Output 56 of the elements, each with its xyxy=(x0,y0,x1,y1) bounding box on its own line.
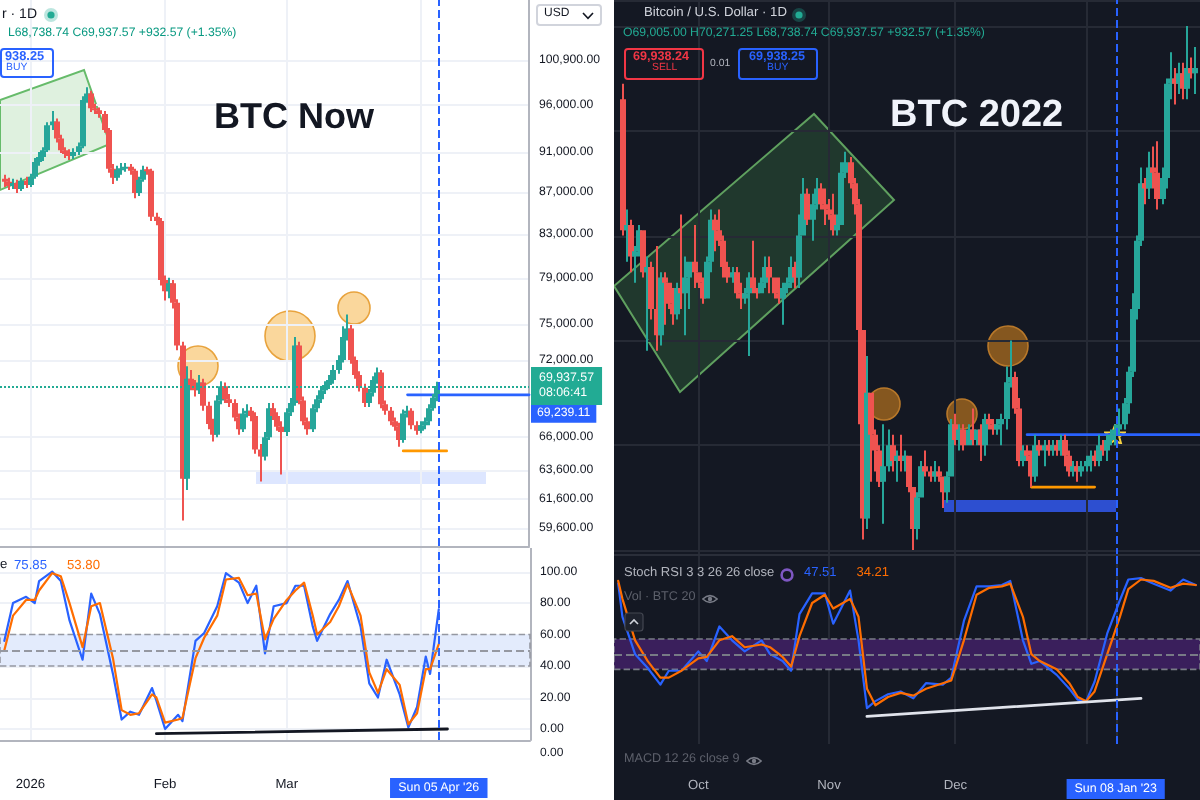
candlestick xyxy=(822,188,828,226)
candlestick xyxy=(18,177,24,191)
candlestick xyxy=(148,168,154,222)
candlestick xyxy=(678,214,684,309)
text: BTC 2022 xyxy=(890,94,1064,136)
candlestick xyxy=(766,256,772,294)
candlestick xyxy=(780,282,786,325)
candlestick xyxy=(1154,141,1160,210)
candlestick xyxy=(122,162,128,172)
candlestick xyxy=(746,272,752,357)
candlestick xyxy=(986,413,992,430)
candlestick xyxy=(400,409,406,443)
candlestick xyxy=(960,424,966,451)
candlestick xyxy=(114,165,120,181)
candlestick xyxy=(674,282,680,320)
candlestick xyxy=(222,382,228,404)
candlestick xyxy=(118,162,124,175)
candlestick xyxy=(890,434,896,472)
candlestick xyxy=(1192,46,1198,95)
candlestick xyxy=(864,356,870,530)
candlestick xyxy=(658,272,664,346)
text: BTC Now xyxy=(214,96,376,136)
candlestick xyxy=(692,225,698,288)
candlestick xyxy=(830,193,836,236)
candlestick xyxy=(640,230,646,278)
candlestick xyxy=(868,392,874,482)
candlestick xyxy=(620,83,626,236)
candlestick xyxy=(1104,434,1110,461)
candlestick xyxy=(188,370,194,391)
candlestick xyxy=(880,424,886,524)
candlestick xyxy=(408,408,414,430)
candlestick xyxy=(240,408,246,432)
candlestick xyxy=(1146,151,1152,199)
candlestick xyxy=(750,240,756,294)
candlestick xyxy=(1036,439,1042,456)
candlestick xyxy=(682,256,688,336)
candlestick xyxy=(628,219,634,273)
candlestick xyxy=(662,272,668,325)
candlestick xyxy=(1084,455,1090,472)
candlestick xyxy=(624,209,630,262)
candlestick xyxy=(804,188,810,226)
candlestick xyxy=(378,370,384,409)
candlestick xyxy=(88,90,94,113)
candlestick xyxy=(1096,434,1102,467)
candlestick xyxy=(32,157,38,179)
candlestick xyxy=(418,421,424,434)
candlestick xyxy=(388,406,394,426)
candlestick xyxy=(1032,434,1038,482)
candlestick xyxy=(2,174,8,187)
candlestick xyxy=(982,413,988,456)
candlestick xyxy=(1078,460,1084,477)
candlestick xyxy=(70,148,76,159)
candlestick xyxy=(644,256,650,351)
candlestick xyxy=(922,450,928,477)
candlestick xyxy=(712,214,718,252)
candlestick xyxy=(1184,25,1190,100)
